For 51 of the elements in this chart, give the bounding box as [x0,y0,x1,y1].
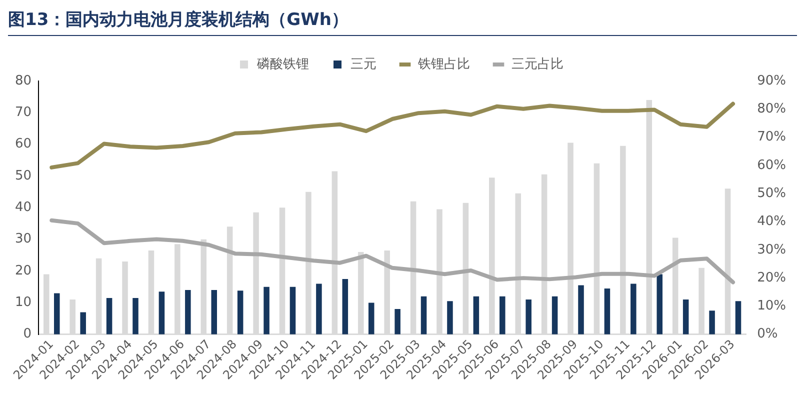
legend-label: 磷酸铁锂 [256,56,309,72]
y-tick-label: 40 [14,200,32,216]
bar [106,298,112,334]
bar [54,293,60,334]
bar [630,284,636,334]
y2-tick-label: 70% [757,130,786,145]
bar [316,284,322,334]
bar [604,288,610,334]
y-tick-label: 20 [14,263,32,278]
bar [158,292,165,334]
y2-tick-label: 40% [757,214,786,230]
bar [185,290,191,334]
y-tick-label: 30 [14,232,32,247]
y2-tick-label: 50% [757,186,786,201]
y2-tick-label: 60% [757,158,786,173]
y-tick-label: 0 [23,326,32,342]
bar [264,286,270,334]
bar [682,300,689,334]
bar [709,310,715,334]
legend-label: 三元 [350,56,376,72]
bar [132,298,138,334]
y-tick-label: 60 [14,136,32,152]
bar [656,274,663,334]
bar [290,286,296,334]
y-tick-label: 70 [14,105,32,120]
y-tick-label: 10 [14,295,32,310]
bar [420,296,427,334]
legend-label: 三元占比 [512,56,564,72]
bar [237,290,244,334]
y2-tick-label: 0% [757,326,778,342]
bar [473,296,480,334]
y2-tick-label: 20% [757,270,786,286]
bar [500,296,506,334]
bar [368,302,374,334]
legend-label: 铁锂占比 [417,56,470,72]
bar [394,309,400,334]
y2-tick-label: 10% [757,298,786,314]
bar [578,285,584,334]
y2-tick-label: 90% [757,73,786,88]
y2-tick-label: 30% [757,242,786,258]
y-tick-label: 50 [14,168,32,184]
bar [80,312,86,334]
y-tick-label: 80 [14,73,32,88]
bar [735,301,742,334]
bar [526,300,532,334]
y2-tick-label: 80% [757,102,786,117]
bar [447,301,453,334]
chart-title: 图13：国内动力电池月度装机结构（GWh） [8,8,797,36]
bar [552,296,558,334]
bar [342,278,348,334]
bar [211,290,218,334]
